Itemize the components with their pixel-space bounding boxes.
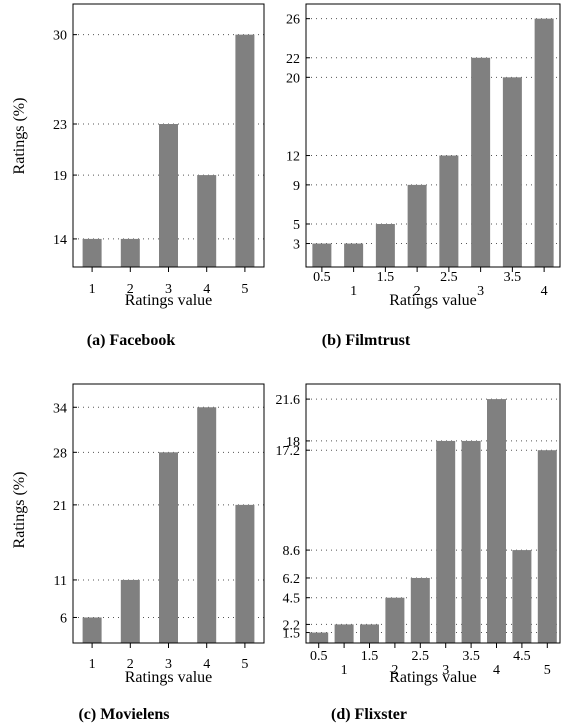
x-tick-label: 5 xyxy=(241,657,248,672)
bar xyxy=(159,452,178,643)
x-axis-title: Ratings value xyxy=(389,292,477,309)
x-tick-label: 1 xyxy=(350,284,357,299)
plot-frame xyxy=(305,3,561,268)
x-tick-label: 3.5 xyxy=(462,649,480,664)
bar xyxy=(385,597,405,643)
bar xyxy=(439,155,459,267)
x-axis-title: Ratings value xyxy=(125,669,213,686)
x-tick-label: 2.5 xyxy=(440,270,458,285)
bar xyxy=(235,504,255,643)
x-tick-label: 3 xyxy=(442,663,449,678)
y-tick-label: 18 xyxy=(286,435,300,450)
y-tick-label: 3 xyxy=(293,238,300,253)
x-tick-label: 4.5 xyxy=(513,649,531,664)
x-tick-label: 1.5 xyxy=(361,649,379,664)
y-axis-title: Ratings (%) xyxy=(11,472,28,549)
plot-frame xyxy=(305,383,561,644)
y-tick-label: 9 xyxy=(293,179,300,194)
x-tick-label: 5 xyxy=(544,663,551,678)
x-tick-label: 3 xyxy=(477,284,484,299)
bar xyxy=(197,407,217,643)
x-tick-label: 4 xyxy=(203,282,210,297)
bar xyxy=(82,238,102,267)
x-tick-label: 1 xyxy=(89,657,96,672)
x-axis-title: Ratings value xyxy=(125,292,213,309)
bar xyxy=(471,57,491,267)
x-tick-label: 1 xyxy=(341,663,348,678)
y-tick-label: 2.2 xyxy=(283,618,301,633)
bar xyxy=(407,184,427,267)
bar xyxy=(436,440,456,643)
bar xyxy=(487,399,506,643)
bar xyxy=(502,77,522,267)
subfigure-caption: (c) Movielens xyxy=(78,706,169,723)
x-tick-label: 2 xyxy=(391,663,398,678)
plot-frame xyxy=(72,383,265,644)
x-tick-label: 1.5 xyxy=(377,270,395,285)
y-tick-label: 11 xyxy=(54,574,67,589)
bar xyxy=(461,440,481,643)
y-tick-label: 21.6 xyxy=(276,393,301,408)
bar xyxy=(197,175,217,267)
bar xyxy=(537,450,557,643)
y-tick-label: 34 xyxy=(53,401,67,416)
plot-frame xyxy=(72,3,265,268)
x-tick-label: 0.5 xyxy=(310,649,328,664)
bar xyxy=(410,577,430,643)
bar xyxy=(534,18,554,267)
bar xyxy=(120,238,140,267)
y-tick-label: 28 xyxy=(53,446,67,461)
x-tick-label: 2 xyxy=(127,657,134,672)
x-tick-label: 4 xyxy=(203,657,210,672)
bar xyxy=(344,243,364,267)
subfigure-caption: (a) Facebook xyxy=(87,332,176,349)
x-axis-title: Ratings value xyxy=(389,669,477,686)
x-tick-label: 0.5 xyxy=(313,270,331,285)
x-tick-label: 3 xyxy=(165,282,172,297)
x-tick-label: 3.5 xyxy=(504,270,522,285)
y-tick-label: 1.5 xyxy=(283,627,301,642)
bar xyxy=(312,243,332,267)
y-tick-label: 23 xyxy=(53,118,67,133)
bar xyxy=(159,124,178,268)
bar xyxy=(360,624,379,643)
bar xyxy=(235,34,255,267)
bar xyxy=(82,617,102,643)
y-axis-title: Ratings (%) xyxy=(11,98,28,175)
bar xyxy=(309,632,329,643)
y-tick-label: 12 xyxy=(286,150,300,165)
y-tick-label: 8.6 xyxy=(283,544,301,559)
y-tick-label: 6.2 xyxy=(283,572,301,587)
y-tick-label: 6 xyxy=(60,611,67,626)
y-tick-label: 26 xyxy=(286,13,300,28)
bar xyxy=(120,579,140,643)
x-tick-label: 2 xyxy=(414,284,421,299)
y-tick-label: 22 xyxy=(286,52,300,67)
bar xyxy=(334,624,354,643)
subfigure-caption: (d) Flixster xyxy=(331,706,407,723)
subfigure-caption: (b) Filmtrust xyxy=(322,332,411,349)
y-tick-label: 21 xyxy=(53,499,67,514)
bar xyxy=(375,223,395,267)
y-tick-label: 17.2 xyxy=(276,444,301,459)
x-tick-label: 2 xyxy=(127,282,134,297)
y-tick-label: 20 xyxy=(286,71,300,86)
x-tick-label: 2.5 xyxy=(412,649,430,664)
y-tick-label: 30 xyxy=(53,29,67,44)
y-tick-label: 4.5 xyxy=(283,592,301,607)
x-tick-label: 4 xyxy=(493,663,500,678)
x-tick-label: 1 xyxy=(89,282,96,297)
y-tick-label: 19 xyxy=(53,169,67,184)
x-tick-label: 5 xyxy=(241,282,248,297)
bar xyxy=(512,550,532,643)
y-tick-label: 5 xyxy=(293,218,300,233)
x-tick-label: 3 xyxy=(165,657,172,672)
y-tick-label: 14 xyxy=(53,233,67,248)
x-tick-label: 4 xyxy=(541,284,548,299)
